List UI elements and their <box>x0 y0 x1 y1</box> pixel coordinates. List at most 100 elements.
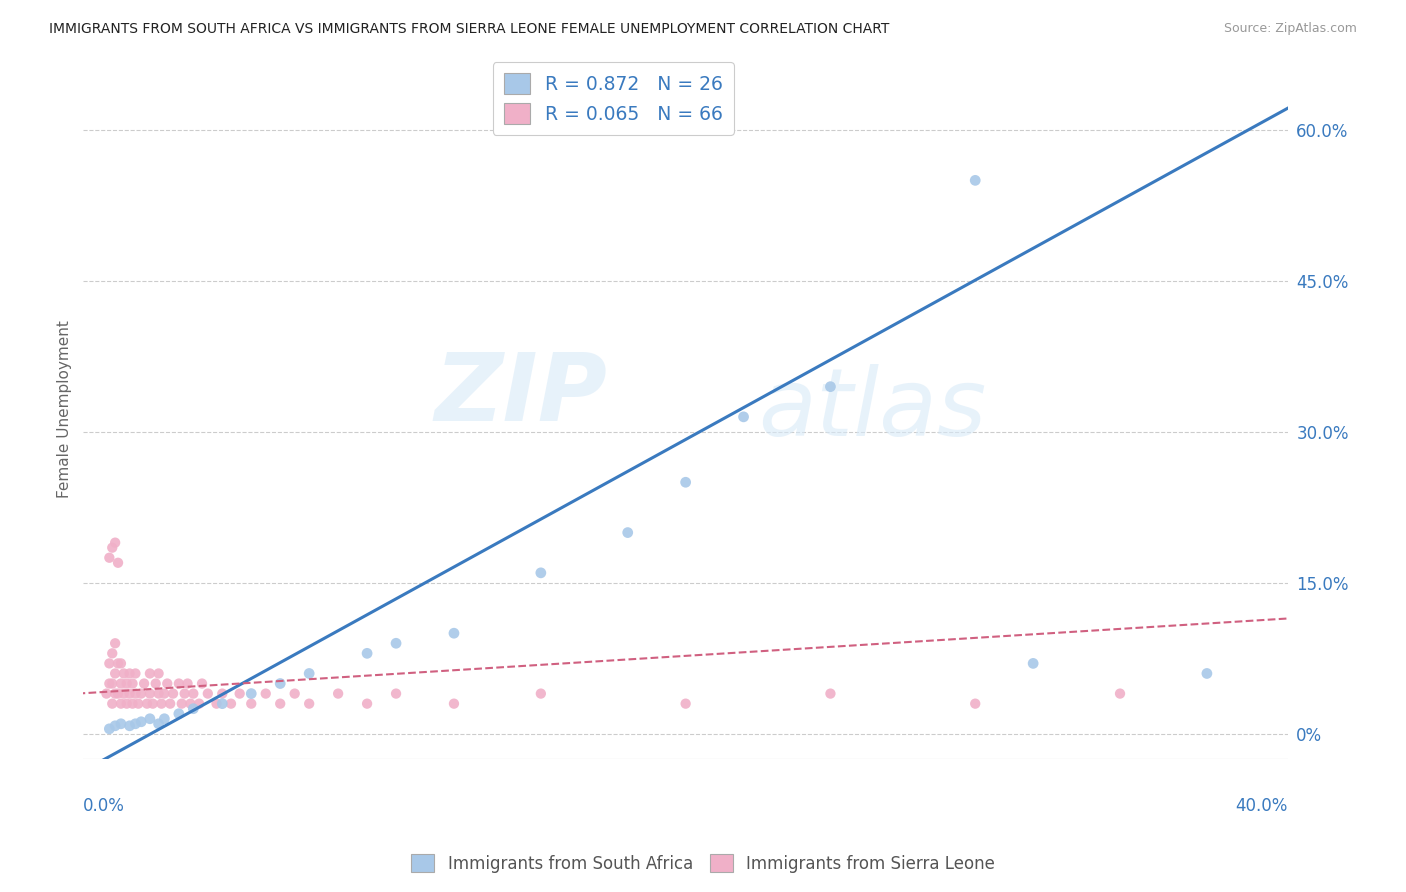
Point <box>675 475 697 490</box>
Point <box>191 676 214 690</box>
Point <box>98 722 121 736</box>
Point <box>98 676 121 690</box>
Text: atlas: atlas <box>758 364 986 455</box>
Point <box>179 697 201 711</box>
Point <box>183 687 205 701</box>
Point <box>965 173 987 187</box>
Point <box>240 687 263 701</box>
Point <box>136 697 159 711</box>
Legend: R = 0.872   N = 26, R = 0.065   N = 66: R = 0.872 N = 26, R = 0.065 N = 66 <box>492 62 734 135</box>
Point <box>356 697 378 711</box>
Point <box>124 666 146 681</box>
Point <box>228 687 250 701</box>
Point <box>211 697 233 711</box>
Point <box>139 712 162 726</box>
Point <box>101 676 124 690</box>
Point <box>820 379 842 393</box>
Point <box>176 676 198 690</box>
Point <box>96 687 118 701</box>
Point <box>197 687 219 701</box>
Point <box>156 676 179 690</box>
Point <box>965 697 987 711</box>
Point <box>101 697 124 711</box>
Point <box>107 556 129 570</box>
Point <box>110 657 132 671</box>
Point <box>298 666 321 681</box>
Point <box>104 719 127 733</box>
Point <box>129 687 152 701</box>
Point <box>148 666 170 681</box>
Point <box>110 676 132 690</box>
Point <box>269 676 291 690</box>
Point <box>101 646 124 660</box>
Point <box>98 550 121 565</box>
Point <box>205 697 228 711</box>
Point <box>118 687 141 701</box>
Point <box>107 657 129 671</box>
Point <box>104 687 127 701</box>
Point <box>733 409 755 424</box>
Point <box>167 706 190 721</box>
Point <box>148 687 170 701</box>
Point <box>240 697 263 711</box>
Point <box>219 697 242 711</box>
Point <box>356 646 378 660</box>
Point <box>443 697 465 711</box>
Point <box>530 566 553 580</box>
Point <box>159 697 181 711</box>
Point <box>385 687 408 701</box>
Point <box>115 676 138 690</box>
Point <box>145 676 167 690</box>
Point <box>530 687 553 701</box>
Point <box>104 636 127 650</box>
Point <box>142 697 165 711</box>
Point <box>284 687 307 701</box>
Point <box>153 687 176 701</box>
Point <box>139 666 162 681</box>
Y-axis label: Female Unemployment: Female Unemployment <box>58 320 72 499</box>
Point <box>121 697 143 711</box>
Point <box>124 716 146 731</box>
Point <box>162 687 184 701</box>
Point <box>129 714 152 729</box>
Point <box>1109 687 1132 701</box>
Point <box>153 712 176 726</box>
Text: Source: ZipAtlas.com: Source: ZipAtlas.com <box>1223 22 1357 36</box>
Point <box>112 666 135 681</box>
Point <box>298 697 321 711</box>
Point <box>385 636 408 650</box>
Point <box>118 666 141 681</box>
Point <box>167 676 190 690</box>
Point <box>107 687 129 701</box>
Point <box>115 697 138 711</box>
Point <box>675 697 697 711</box>
Point <box>139 687 162 701</box>
Point <box>104 666 127 681</box>
Point <box>443 626 465 640</box>
Point <box>118 719 141 733</box>
Point <box>173 687 195 701</box>
Point <box>1022 657 1045 671</box>
Point <box>132 676 155 690</box>
Point <box>110 716 132 731</box>
Point <box>170 697 193 711</box>
Point <box>616 525 638 540</box>
Point <box>104 535 127 549</box>
Point <box>110 697 132 711</box>
Point <box>98 657 121 671</box>
Point <box>269 697 291 711</box>
Point <box>150 697 173 711</box>
Point <box>326 687 349 701</box>
Text: 0.0%: 0.0% <box>83 797 125 815</box>
Point <box>124 687 146 701</box>
Point <box>211 687 233 701</box>
Point <box>1195 666 1218 681</box>
Point <box>183 701 205 715</box>
Point <box>121 676 143 690</box>
Point <box>101 541 124 555</box>
Point <box>127 697 149 711</box>
Legend: Immigrants from South Africa, Immigrants from Sierra Leone: Immigrants from South Africa, Immigrants… <box>405 847 1001 880</box>
Point <box>148 716 170 731</box>
Point <box>112 687 135 701</box>
Text: ZIP: ZIP <box>434 350 607 442</box>
